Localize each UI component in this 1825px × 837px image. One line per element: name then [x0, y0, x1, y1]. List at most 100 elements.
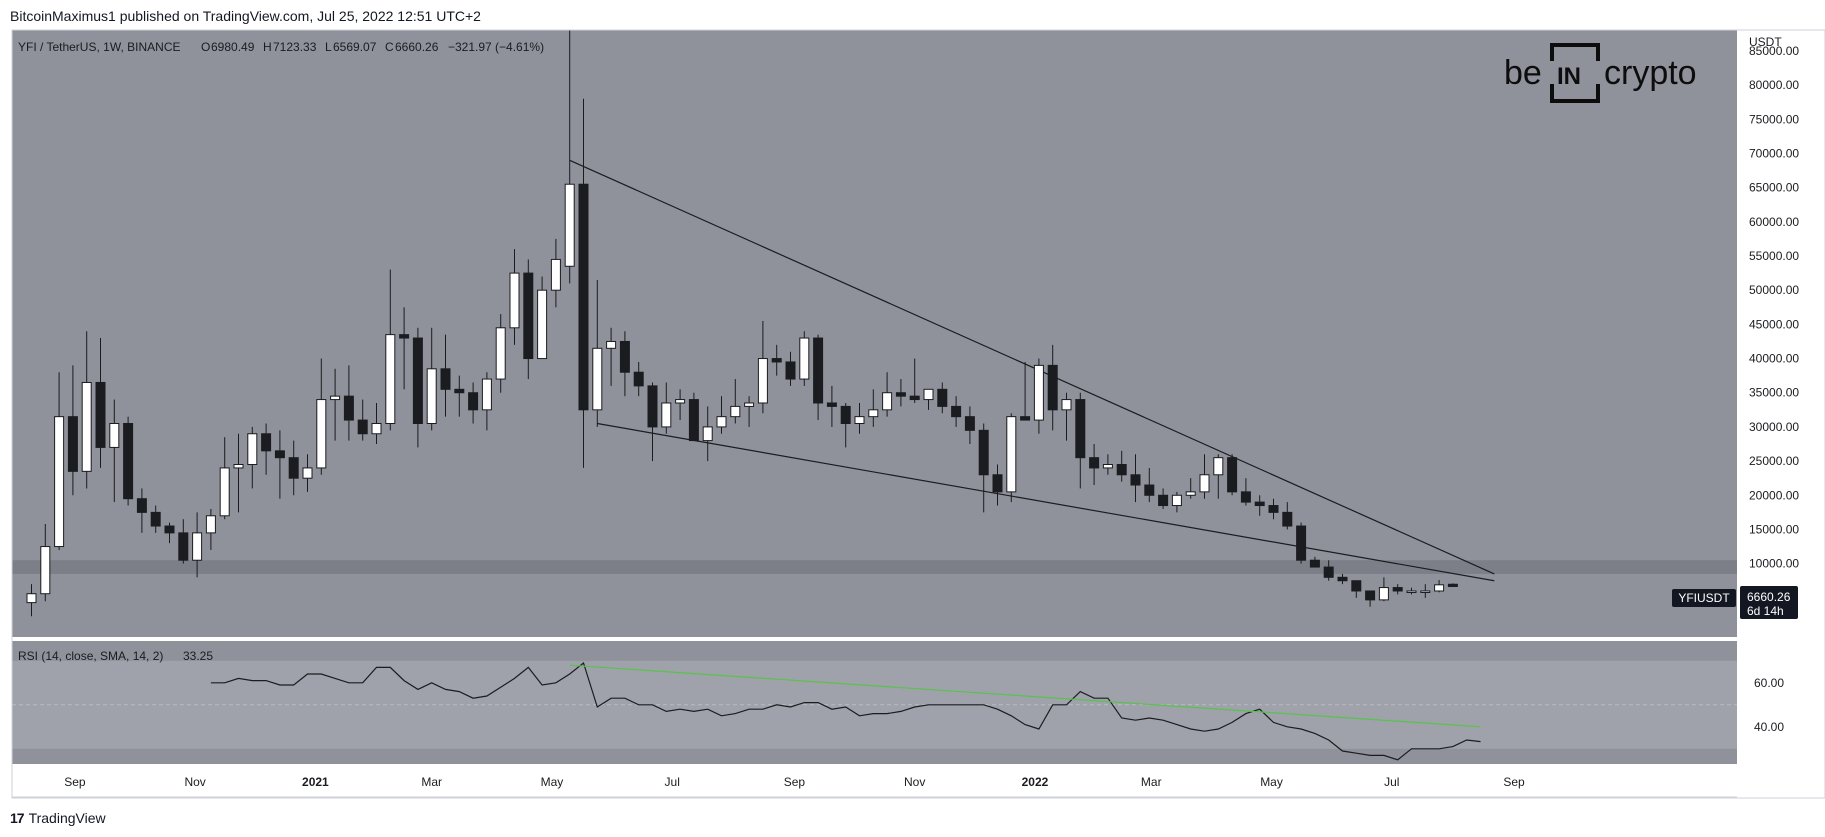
- rsi-header: RSI (14, close, SMA, 14, 2) 33.25: [18, 649, 213, 663]
- candle: [54, 372, 65, 550]
- candle-body-down: [1268, 505, 1279, 513]
- candle: [1102, 454, 1113, 475]
- time-tick-label: Sep: [64, 775, 86, 789]
- candles: [26, 30, 1458, 617]
- candle: [440, 334, 451, 417]
- tradingview-logo-icon: 17: [10, 810, 25, 826]
- candle-body-up: [109, 422, 120, 448]
- candle-body-down: [1075, 399, 1086, 459]
- candle-body-up: [509, 272, 520, 329]
- price-tick-label: 40000.00: [1749, 352, 1799, 366]
- candle: [150, 505, 161, 533]
- candle: [1213, 454, 1224, 499]
- candle-body-down: [454, 388, 465, 394]
- rsi-axis[interactable]: 60.00 40.00: [1737, 641, 1825, 764]
- price-pane[interactable]: [12, 30, 1737, 637]
- candle-body-down: [1130, 474, 1141, 486]
- candle-body-down: [1323, 566, 1334, 578]
- price-tick-label: 35000.00: [1749, 386, 1799, 400]
- candle-body-up: [40, 546, 51, 595]
- candle-body-down: [1392, 587, 1403, 592]
- pane-separator[interactable]: [12, 637, 1737, 641]
- candle-body-up: [1185, 491, 1196, 496]
- rsi-line: [210, 661, 1481, 761]
- svg-text:crypto: crypto: [1604, 54, 1697, 92]
- candle-body-down: [1020, 416, 1031, 421]
- rsi-tick-label: 60.00: [1754, 676, 1784, 690]
- candle: [744, 396, 755, 427]
- candle: [619, 331, 630, 397]
- candle: [606, 327, 617, 386]
- candle: [992, 464, 1003, 506]
- candle: [1420, 584, 1431, 598]
- time-tick-label: Sep: [784, 775, 806, 789]
- candle-body-down: [274, 450, 285, 459]
- candle-body-up: [1199, 474, 1210, 493]
- candle: [1447, 583, 1458, 588]
- candle: [274, 430, 285, 499]
- candle: [964, 406, 975, 445]
- candle-body-up: [26, 593, 37, 604]
- low-value: 6569.07: [333, 40, 377, 54]
- candle-body-down: [136, 498, 147, 513]
- time-axis-bg: [12, 764, 1825, 798]
- candle: [1089, 444, 1100, 486]
- candle-body-down: [1254, 501, 1265, 507]
- candle-body-down: [840, 405, 851, 424]
- price-tick-label: 80000.00: [1749, 78, 1799, 92]
- candle-body-up: [192, 532, 203, 561]
- candle: [523, 259, 534, 380]
- candle-body-down: [261, 433, 272, 452]
- time-tick-label: Mar: [421, 775, 442, 789]
- candle-body-up: [702, 426, 713, 442]
- rsi-title: RSI (14, close, SMA, 14, 2): [18, 649, 163, 663]
- candle: [661, 382, 672, 434]
- candle-body-up: [316, 399, 327, 469]
- price-tick-label: 60000.00: [1749, 215, 1799, 229]
- candle: [675, 389, 686, 421]
- descending-support-line[interactable]: [597, 422, 1495, 582]
- candle-body-down: [399, 334, 410, 339]
- candle-body-up: [1406, 590, 1417, 593]
- candle-body-up: [233, 464, 244, 469]
- candle: [481, 372, 492, 431]
- candle: [495, 314, 506, 393]
- candle-body-down: [288, 457, 299, 479]
- candle: [1434, 580, 1445, 593]
- candle-body-down: [1116, 464, 1127, 476]
- candle: [895, 379, 906, 407]
- open-value: 6980.49: [211, 40, 255, 54]
- candle: [564, 30, 575, 284]
- trendlines: [569, 159, 1495, 582]
- rsi-trendline[interactable]: [569, 664, 1481, 728]
- candle: [826, 385, 837, 427]
- candle: [840, 402, 851, 448]
- price-tick-label: 20000.00: [1749, 488, 1799, 502]
- publisher-line: BitcoinMaximus1 published on TradingView…: [10, 8, 481, 24]
- candle-body-up: [1213, 457, 1224, 476]
- candle: [647, 382, 658, 462]
- candle: [868, 389, 879, 427]
- candle-body-down: [895, 392, 906, 397]
- candle: [1020, 361, 1031, 421]
- candle: [1227, 454, 1238, 496]
- descending-resistance-line[interactable]: [569, 159, 1495, 575]
- candle: [1296, 522, 1307, 564]
- candle: [1323, 560, 1334, 581]
- price-axis[interactable]: 85000.00 80000.00 75000.00 70000.00 65000.00…: [1737, 30, 1825, 637]
- price-tick-label: 30000.00: [1749, 420, 1799, 434]
- candle: [1047, 344, 1058, 431]
- price-tick-label: 55000.00: [1749, 249, 1799, 263]
- tradingview-footer[interactable]: 17 TradingView: [10, 810, 106, 826]
- candle: [219, 437, 230, 520]
- candle: [261, 423, 272, 475]
- close-label: C: [385, 40, 394, 54]
- candle-body-up: [247, 433, 258, 466]
- candle-body-down: [1240, 491, 1251, 503]
- time-tick-label: Nov: [184, 775, 205, 789]
- candle: [399, 307, 410, 390]
- candle: [1171, 491, 1182, 513]
- candle-body-up: [1434, 584, 1445, 592]
- candle: [1337, 573, 1348, 585]
- time-axis[interactable]: Sep Nov 2021 Mar May Jul Sep Nov 2022 Mar May Jul Se…: [12, 764, 1825, 798]
